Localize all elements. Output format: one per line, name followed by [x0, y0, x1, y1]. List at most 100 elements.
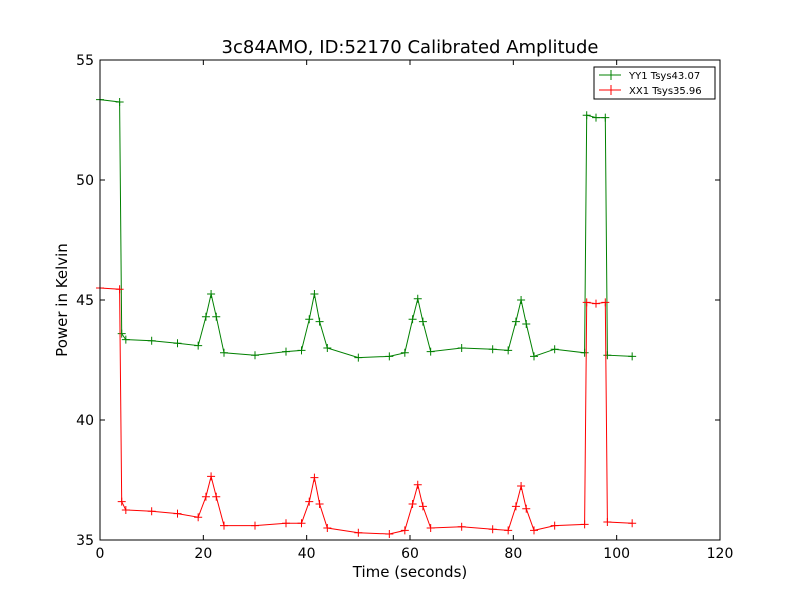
legend-label-yy1: YY1 Tsys43.07 — [628, 71, 700, 82]
data-point-xx1 — [413, 480, 422, 489]
data-point-yy1 — [115, 98, 124, 106]
data-point-xx1 — [194, 513, 203, 522]
data-point-xx1 — [522, 504, 531, 513]
x-tick-label: 0 — [96, 546, 105, 562]
data-point-xx1 — [385, 530, 394, 538]
data-point-xx1 — [580, 520, 589, 529]
data-point-xx1 — [550, 521, 559, 530]
data-point-xx1 — [207, 472, 216, 481]
data-point-yy1 — [310, 290, 319, 298]
plot-area — [100, 60, 720, 540]
y-tick-label: 45 — [76, 293, 94, 309]
data-point-yy1 — [603, 351, 612, 360]
data-point-yy1 — [305, 315, 314, 324]
data-point-yy1 — [315, 317, 324, 326]
data-point-xx1 — [530, 526, 538, 535]
data-point-xx1 — [504, 526, 513, 535]
data-point-xx1 — [488, 525, 497, 534]
x-tick-label: 120 — [707, 546, 734, 562]
data-point-yy1 — [413, 294, 422, 303]
data-point-xx1 — [282, 519, 290, 528]
data-point-xx1 — [310, 473, 319, 482]
data-point-xx1 — [115, 285, 124, 294]
data-point-yy1 — [207, 290, 216, 298]
data-point-xx1 — [121, 506, 130, 514]
data-point-yy1 — [488, 345, 497, 354]
data-point-yy1 — [117, 329, 126, 338]
data-point-xx1 — [457, 522, 466, 531]
data-point-yy1 — [400, 348, 409, 357]
x-tick-label: 20 — [194, 546, 212, 562]
data-point-yy1 — [582, 111, 591, 120]
y-tick-label: 40 — [76, 413, 94, 429]
data-point-yy1 — [147, 336, 156, 345]
data-point-yy1 — [201, 312, 210, 321]
data-point-xx1 — [511, 502, 520, 511]
data-point-xx1 — [601, 298, 610, 307]
data-point-xx1 — [354, 528, 363, 537]
data-point-xx1 — [582, 298, 591, 307]
data-point-xx1 — [117, 497, 126, 506]
data-point-yy1 — [121, 335, 130, 344]
data-point-xx1 — [592, 299, 600, 308]
data-point-xx1 — [315, 500, 324, 508]
y-tick-label: 35 — [76, 533, 94, 549]
data-point-yy1 — [592, 113, 600, 122]
data-point-yy1 — [504, 346, 513, 355]
chart-title: 3c84AMO, ID:52170 Calibrated Amplitude — [222, 37, 599, 58]
ticks-layer: 0 20 40 60 80 100 120 35 40 45 50 55 — [76, 53, 733, 562]
series-layer — [96, 95, 637, 538]
data-point-xx1 — [426, 524, 435, 532]
legend-box — [593, 66, 716, 100]
data-point-yy1 — [522, 320, 531, 328]
data-point-xx1 — [418, 502, 427, 511]
data-point-yy1 — [418, 317, 427, 326]
data-point-yy1 — [220, 348, 228, 357]
data-point-yy1 — [457, 344, 466, 352]
x-axis-label: Time (seconds) — [352, 563, 468, 581]
data-point-xx1 — [201, 492, 210, 501]
data-point-yy1 — [251, 351, 259, 360]
data-point-xx1 — [323, 524, 332, 532]
data-point-yy1 — [385, 352, 394, 361]
data-point-xx1 — [628, 519, 637, 528]
data-point-yy1 — [297, 346, 306, 355]
data-point-yy1 — [323, 344, 332, 352]
data-point-yy1 — [550, 345, 559, 354]
x-tick-label: 60 — [401, 546, 419, 562]
x-tick-label: 80 — [504, 546, 522, 562]
data-point-yy1 — [628, 352, 637, 361]
data-point-yy1 — [580, 348, 589, 357]
data-point-yy1 — [173, 339, 182, 348]
data-point-xx1 — [408, 500, 417, 508]
plot-frame — [99, 59, 721, 541]
data-point-yy1 — [530, 352, 538, 361]
legend-marker-yy1 — [606, 70, 616, 80]
y-tick-label: 55 — [76, 53, 94, 69]
data-point-xx1 — [173, 509, 182, 518]
data-point-xx1 — [147, 507, 156, 516]
data-point-xx1 — [212, 492, 221, 501]
legend: YY1 Tsys43.07 XX1 Tsys35.96 — [593, 66, 716, 100]
y-tick-label: 50 — [76, 173, 94, 189]
x-tick-label: 100 — [603, 546, 630, 562]
data-point-yy1 — [408, 315, 417, 324]
data-point-xx1 — [220, 521, 228, 530]
x-tick-label: 40 — [298, 546, 316, 562]
data-point-yy1 — [194, 341, 203, 350]
data-point-yy1 — [354, 353, 363, 362]
data-point-xx1 — [517, 482, 526, 490]
legend-label-xx1: XX1 Tsys35.96 — [629, 86, 702, 97]
data-point-xx1 — [251, 521, 259, 530]
data-point-yy1 — [511, 317, 520, 326]
data-point-yy1 — [426, 347, 435, 356]
data-point-yy1 — [212, 312, 221, 321]
data-point-xx1 — [297, 519, 306, 528]
data-point-yy1 — [517, 296, 526, 304]
data-point-xx1 — [603, 518, 612, 526]
data-point-xx1 — [305, 497, 314, 506]
data-point-yy1 — [601, 113, 610, 122]
data-point-xx1 — [400, 526, 409, 535]
data-point-yy1 — [282, 347, 290, 356]
